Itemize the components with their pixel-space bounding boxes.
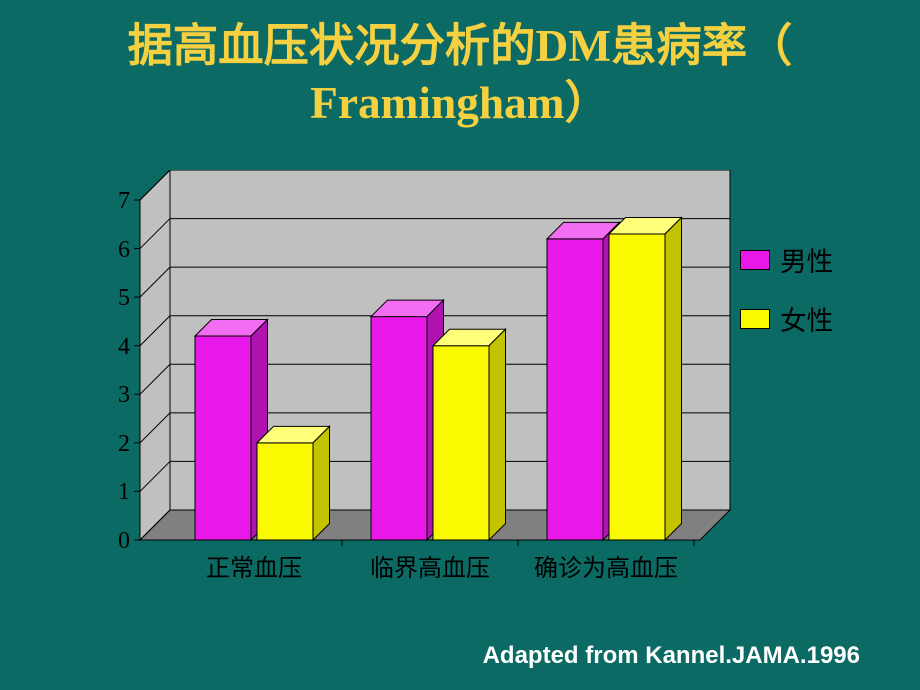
y-tick-label: 6 [90, 237, 130, 264]
legend-item: 女性 [740, 299, 833, 338]
x-tick-label: 临界高血压 [350, 548, 510, 583]
slide-title: 据高血压状况分析的DM患病率（ Framingham） [0, 0, 920, 131]
citation: Adapted from Kannel.JAMA.1996 [483, 642, 860, 670]
x-tick-label: 确诊为高血压 [526, 548, 686, 583]
legend-label: 女性 [780, 299, 833, 338]
legend-swatch [740, 309, 770, 329]
legend-item: 男性 [740, 240, 833, 279]
citation-text: Adapted from Kannel.JAMA.1996 [483, 642, 860, 669]
legend-swatch [740, 250, 770, 270]
title-line2: Framingham） [310, 78, 610, 128]
legend: 男性女性 [740, 240, 833, 358]
chart-svg [80, 170, 840, 590]
y-tick-label: 2 [90, 431, 130, 458]
y-tick-label: 3 [90, 382, 130, 409]
y-tick-label: 4 [90, 334, 130, 361]
slide: 据高血压状况分析的DM患病率（ Framingham） 0 1 2 3 4 5 6 7 正常血… [0, 0, 920, 690]
legend-label: 男性 [780, 240, 833, 279]
x-tick-label: 正常血压 [174, 548, 334, 583]
title-line1: 据高血压状况分析的DM患病率（ [128, 21, 793, 71]
y-tick-label: 1 [90, 479, 130, 506]
y-tick-label: 0 [90, 528, 130, 555]
y-tick-label: 7 [90, 188, 130, 215]
y-tick-label: 5 [90, 285, 130, 312]
chart: 0 1 2 3 4 5 6 7 正常血压临界高血压确诊为高血压 男性女性 [80, 170, 840, 590]
